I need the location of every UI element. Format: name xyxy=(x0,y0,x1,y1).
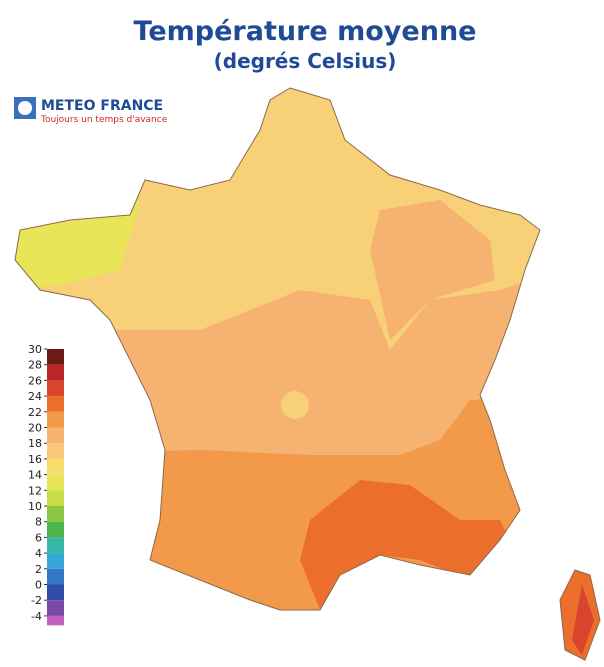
legend-label: -2 xyxy=(31,594,42,607)
legend-swatch xyxy=(47,427,64,444)
legend-label: 14 xyxy=(28,469,42,482)
legend-swatch xyxy=(47,553,64,569)
logo: METEO FRANCE Toujours un temps d'avance xyxy=(14,97,168,125)
legend-swatch xyxy=(47,474,64,491)
legend-swatch xyxy=(47,537,64,554)
legend-label: 26 xyxy=(28,374,42,387)
logo-name: METEO FRANCE xyxy=(41,98,163,114)
legend-swatch xyxy=(47,490,64,506)
zone-cool-spot xyxy=(281,391,309,419)
corsica-zone xyxy=(572,585,594,655)
legend-swatch xyxy=(47,506,64,522)
zone-18-20-east xyxy=(370,200,495,340)
legend-swatch xyxy=(47,521,64,538)
legend-label: 10 xyxy=(28,500,42,513)
legend-label: 4 xyxy=(35,547,42,560)
subtitle: (degrés Celsius) xyxy=(214,49,397,73)
legend-swatch xyxy=(47,443,64,459)
legend-label: 30 xyxy=(28,343,42,356)
legend-label: 16 xyxy=(28,453,42,466)
legend-swatch xyxy=(47,349,64,365)
legend-swatch xyxy=(47,615,64,626)
legend-swatch xyxy=(47,458,64,475)
legend-swatch xyxy=(47,380,64,397)
legend-label: 18 xyxy=(28,437,42,450)
legend-label: 8 xyxy=(35,516,42,529)
france-map xyxy=(15,88,540,610)
legend-label: 2 xyxy=(35,563,42,576)
legend-label: 28 xyxy=(28,359,42,372)
legend-swatch xyxy=(47,568,64,585)
legend-label: 6 xyxy=(35,531,42,544)
logo-icon-disc xyxy=(18,101,32,115)
legend-label: 12 xyxy=(28,484,42,497)
legend-label: 20 xyxy=(28,422,42,435)
legend-swatch xyxy=(47,600,64,616)
title: Température moyenne xyxy=(134,16,477,47)
legend-swatch xyxy=(47,396,64,412)
logo-tagline: Toujours un temps d'avance xyxy=(40,115,168,125)
legend-swatch xyxy=(47,364,64,381)
legend-swatch xyxy=(47,411,64,428)
france-outline xyxy=(14,87,541,611)
legend-label: 22 xyxy=(28,406,42,419)
legend-swatch xyxy=(47,584,64,601)
legend-label: 0 xyxy=(35,579,42,592)
legend-label: 24 xyxy=(28,390,42,403)
legend-label: -4 xyxy=(31,610,42,623)
